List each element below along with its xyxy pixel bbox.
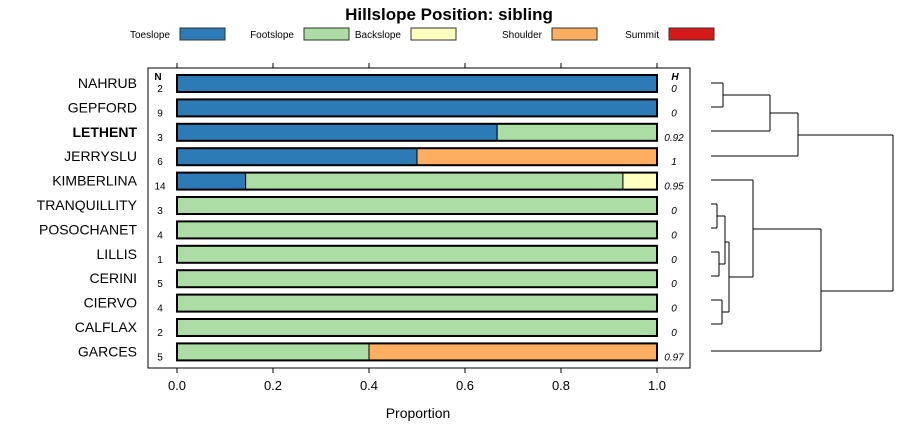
legend-swatch-shoulder [551, 27, 598, 41]
bar-segment-backslope [622, 172, 658, 191]
bar-outline [176, 171, 658, 191]
category-label: LILLIS [97, 246, 137, 262]
category-label: JERRYSLU [64, 148, 137, 164]
legend-label-summit: Summit [625, 30, 659, 41]
legend-label-backslope: Backslope [355, 30, 402, 41]
n-value: 6 [157, 157, 163, 168]
bar-segment-footslope [176, 342, 370, 361]
bar-segment-footslope [176, 294, 658, 313]
h-value: 0.97 [664, 352, 684, 363]
category-label: GEPFORD [68, 99, 137, 115]
bar-outline [176, 74, 658, 93]
category-label: TRANQUILLITY [37, 197, 138, 213]
legend-label-toeslope: Toeslope [130, 30, 170, 41]
bar-outline [176, 244, 658, 264]
h-value: 1 [671, 157, 677, 168]
bar-segment-toeslope [176, 123, 498, 142]
category-label: LETHENT [72, 124, 137, 140]
x-axis-label: Proportion [386, 405, 451, 421]
bar-outline [176, 98, 658, 118]
bar-outline [176, 147, 658, 167]
bar-outline [176, 342, 658, 362]
chart-title: Hillslope Position: sibling [345, 5, 553, 24]
legend-swatch-backslope [410, 27, 457, 41]
x-tick-label: 1.0 [648, 378, 666, 393]
h-value: 0.95 [664, 182, 684, 193]
h-header: H [671, 72, 679, 83]
bar-segment-footslope [176, 269, 658, 288]
bar-segment-footslope [496, 123, 658, 142]
bar-segment-shoulder [416, 147, 658, 166]
category-label: NAHRUB [78, 75, 137, 91]
legend-swatch-footslope [303, 27, 350, 41]
bar-outline [176, 196, 658, 215]
n-value: 5 [157, 279, 163, 290]
bar-outline [176, 293, 658, 313]
h-value: 0 [671, 84, 677, 95]
h-value: 0 [671, 328, 677, 339]
dendrogram [711, 82, 894, 352]
h-value: 0 [671, 279, 677, 290]
bar-segment-toeslope [176, 74, 658, 93]
bar-segment-shoulder [368, 342, 658, 361]
bar-outline [176, 220, 658, 240]
legend-swatch-toeslope [179, 27, 226, 41]
x-tick-label: 0.4 [360, 378, 378, 393]
category-label: KIMBERLINA [52, 173, 137, 189]
n-value: 5 [157, 352, 163, 363]
x-tick-label: 0.8 [552, 378, 570, 393]
n-value: 2 [157, 84, 163, 95]
bar-segment-footslope [176, 196, 658, 215]
bar-segment-footslope [176, 245, 658, 264]
category-label: CIERVO [84, 295, 138, 311]
h-value: 0 [671, 206, 677, 217]
category-label: CERINI [90, 270, 137, 286]
x-tick-label: 0.2 [264, 378, 282, 393]
x-tick-label: 0.6 [456, 378, 474, 393]
n-value: 4 [157, 230, 163, 241]
n-value: 3 [157, 206, 163, 217]
legend-label-footslope: Footslope [250, 30, 294, 41]
h-value: 0 [671, 304, 677, 315]
h-value: 0.92 [664, 133, 684, 144]
n-value: 14 [154, 182, 166, 193]
h-value: 0 [671, 108, 677, 119]
category-label: GARCES [78, 343, 137, 359]
h-value: 0 [671, 255, 677, 266]
n-value: 2 [157, 328, 163, 339]
bar-segment-footslope [245, 172, 624, 191]
bar-outline [176, 318, 658, 337]
h-value: 0 [671, 230, 677, 241]
plot-frame [147, 67, 691, 369]
bar-outline [176, 269, 658, 289]
bar-segment-toeslope [176, 172, 247, 191]
n-value: 4 [157, 304, 163, 315]
legend-swatch-summit [668, 27, 715, 41]
bar-segment-footslope [176, 220, 658, 239]
bar-outline [176, 122, 658, 142]
bar-segment-toeslope [176, 98, 658, 117]
x-tick-label: 0.0 [168, 378, 186, 393]
n-value: 1 [157, 255, 163, 266]
x-axis: 0.0 0.2 0.4 0.6 0.8 1.0 [168, 63, 666, 393]
legend-label-shoulder: Shoulder [502, 30, 543, 41]
bars: NAHRUB 2 0 GEPFORD 9 0 LETHENT 3 0.92 JERRYSLU 6 1 K… [37, 74, 684, 363]
category-label: CALFLAX [75, 319, 138, 335]
bar-segment-footslope [176, 318, 658, 337]
n-value: 9 [157, 108, 163, 119]
n-value: 3 [157, 133, 163, 144]
category-label: POSOCHANET [39, 221, 137, 237]
legend: Toeslope Footslope Backslope Shoulder Summit [130, 27, 715, 41]
n-header: N [154, 72, 161, 83]
bar-segment-toeslope [176, 147, 418, 166]
